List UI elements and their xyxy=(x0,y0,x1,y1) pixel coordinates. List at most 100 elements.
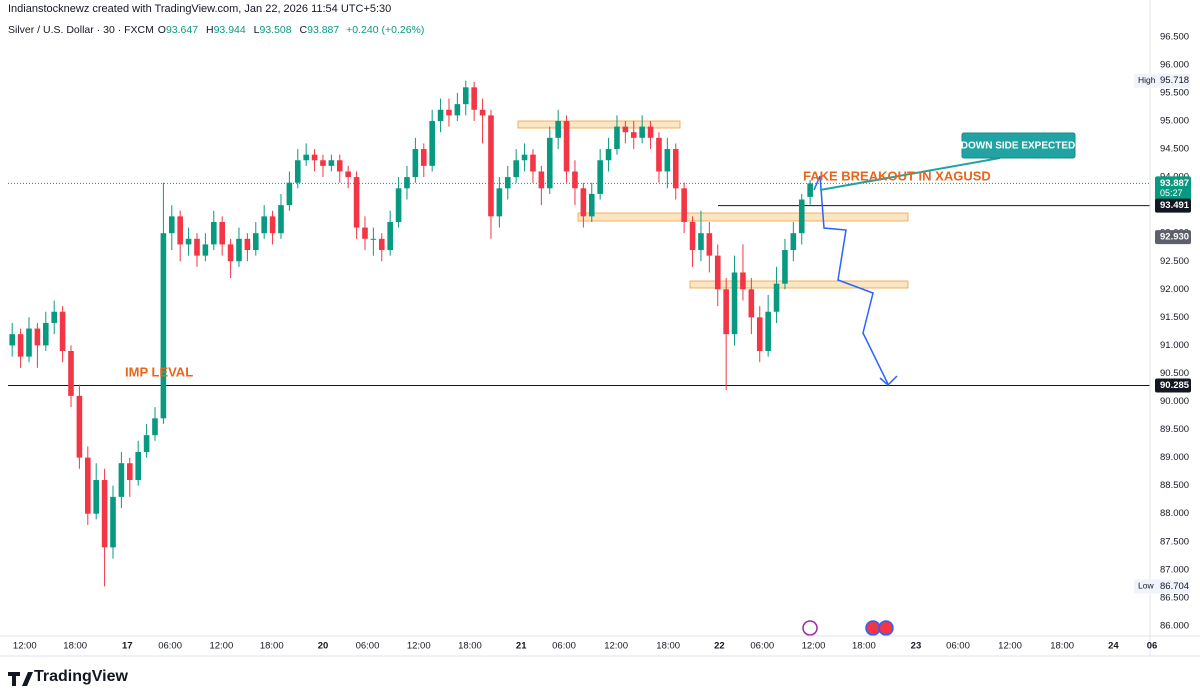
candle-body xyxy=(605,149,612,161)
candle-body xyxy=(664,149,671,172)
candle-body xyxy=(34,328,41,346)
candle-body xyxy=(614,126,620,150)
candle-body xyxy=(479,109,486,116)
projection-arrow xyxy=(879,375,898,387)
candle-body xyxy=(68,351,74,396)
candle-body xyxy=(546,137,553,189)
candle-body xyxy=(782,250,788,284)
price-badge xyxy=(1155,176,1191,201)
candle-body xyxy=(412,149,419,178)
x-tick-label: 06:00 xyxy=(356,641,380,652)
candle-body xyxy=(798,199,805,234)
x-tick-label: 20 xyxy=(318,641,329,652)
candle-body xyxy=(488,115,494,217)
candle-body xyxy=(672,149,679,189)
price-label: 93.491 xyxy=(1160,200,1190,211)
ohlc-value: 93.508 xyxy=(259,24,292,36)
candle-body xyxy=(76,395,83,458)
y-tick-label: 91.000 xyxy=(1160,340,1189,351)
candle-body xyxy=(227,244,234,262)
candle-body xyxy=(588,193,595,217)
callout-text: DOWN SIDE EXPECTED xyxy=(961,141,1075,152)
candle-body xyxy=(9,334,15,346)
projection-path xyxy=(813,175,889,385)
candle-body xyxy=(294,160,301,183)
candle-body xyxy=(261,216,267,234)
candle-body xyxy=(462,87,469,105)
x-tick-label: 06:00 xyxy=(158,641,182,652)
x-tick-label: 06:00 xyxy=(750,641,774,652)
candle-body xyxy=(404,177,410,189)
candle-body xyxy=(362,227,368,239)
ohlc-label: C xyxy=(299,24,308,36)
ohlc-label: L xyxy=(253,24,260,36)
candle-body xyxy=(269,216,276,234)
candle-body xyxy=(101,480,108,548)
candle-body xyxy=(647,126,654,138)
candles xyxy=(9,80,813,587)
candle-body xyxy=(370,238,377,240)
candle-body xyxy=(706,233,713,256)
symbol: Silver / U.S. Dollar · 30 · FXCM xyxy=(8,24,154,36)
x-tick-label: 12:00 xyxy=(407,641,431,652)
candle-body xyxy=(471,87,477,110)
candle-body xyxy=(110,496,116,548)
y-tick-label: 86.500 xyxy=(1160,592,1189,603)
ohlc-label: O xyxy=(157,24,166,36)
price-badge xyxy=(1155,198,1191,213)
x-tick-label: 12:00 xyxy=(604,641,628,652)
zone xyxy=(689,280,909,289)
y-tick-label: 90.500 xyxy=(1160,368,1189,379)
x-tick-label: 18:00 xyxy=(458,641,482,652)
candle-body xyxy=(765,311,771,352)
y-tick-label: 96.500 xyxy=(1160,31,1189,42)
candle-body xyxy=(177,216,183,245)
y-tick-label: 89.000 xyxy=(1160,452,1189,463)
drawings: DOWN SIDE EXPECTED IMP LEVAL FAKE BREAKO… xyxy=(125,132,1076,636)
x-tick-label: 18:00 xyxy=(852,641,876,652)
candle-body xyxy=(320,160,326,166)
price-badge xyxy=(1134,579,1190,594)
y-tick-label: 95.500 xyxy=(1160,87,1189,98)
x-tick-label: 18:00 xyxy=(63,641,87,652)
x-tick-label: 18:00 xyxy=(656,641,680,652)
candle-body xyxy=(135,451,141,481)
x-tick-label: 23 xyxy=(911,641,922,652)
candle-body xyxy=(219,221,225,245)
logo-icon xyxy=(8,672,33,686)
candle-body xyxy=(597,160,603,194)
credit: Indianstocknewz created with TradingView… xyxy=(8,3,392,15)
candle-body xyxy=(59,311,66,352)
annotation: FAKE BREAKOUT IN XAGUSD xyxy=(803,168,991,183)
candle-body xyxy=(698,233,704,251)
annotation: IMP LEVAL xyxy=(125,364,193,379)
candle-body xyxy=(286,182,293,206)
candle-body xyxy=(563,120,570,172)
candle-body xyxy=(530,154,536,172)
candle-body xyxy=(118,463,125,497)
ohlc-value: 93.887 xyxy=(307,24,340,36)
candle-body xyxy=(580,188,587,217)
candle-body xyxy=(353,177,360,228)
candle-body xyxy=(731,272,738,335)
axes: 86.000 86.500 87.000 87.500 88.000 88.500 89.0… xyxy=(13,31,1191,652)
candle-body xyxy=(773,283,780,312)
candle-body xyxy=(236,238,242,262)
candle-body xyxy=(210,221,217,245)
price-label: 92.930 xyxy=(1160,232,1189,243)
candle-body xyxy=(513,160,519,178)
ohlc-label: H xyxy=(206,24,214,36)
price-tag: High xyxy=(1138,75,1156,85)
candle-body xyxy=(446,109,452,116)
candle-body xyxy=(429,120,435,166)
zone xyxy=(517,120,681,129)
candle-body xyxy=(244,238,251,251)
candle-body xyxy=(420,149,427,166)
countdown: 05:27 xyxy=(1160,188,1183,198)
candle-body xyxy=(345,171,351,178)
price-badge xyxy=(1155,378,1191,393)
candle-body xyxy=(143,435,150,452)
candle-body xyxy=(42,322,49,346)
